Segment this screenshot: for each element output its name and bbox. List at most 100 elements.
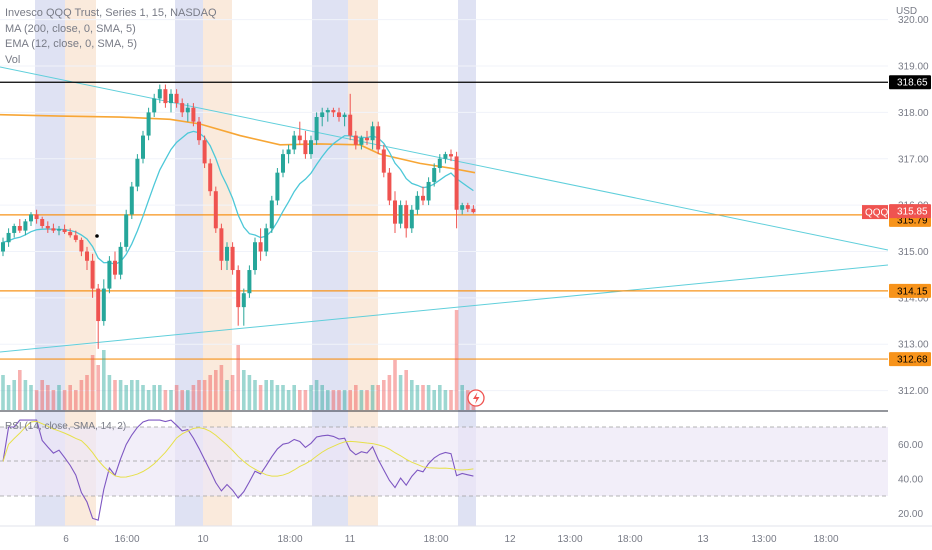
candle <box>34 209 39 224</box>
candle <box>460 202 465 215</box>
candle-body <box>337 112 341 118</box>
currency-label: USD <box>896 6 917 17</box>
candle <box>409 205 414 233</box>
volume-bar <box>74 390 78 410</box>
price-axis: 312.00313.00314.00315.00316.00317.00318.… <box>862 0 932 526</box>
y-tick-label: 319.00 <box>898 62 929 73</box>
candle <box>124 209 129 252</box>
volume-bar <box>348 390 352 410</box>
candle-body <box>314 117 319 141</box>
candle <box>381 144 386 178</box>
candle-body <box>415 195 420 210</box>
candle-body <box>169 93 173 104</box>
candle <box>437 154 442 173</box>
volume-bar <box>393 360 397 410</box>
candle <box>303 130 308 159</box>
candle <box>393 191 397 233</box>
volume-bar <box>158 385 162 410</box>
candle <box>1 237 5 257</box>
price-label-bg <box>889 283 931 298</box>
volume-bar <box>186 390 190 410</box>
volume-bar <box>415 385 420 410</box>
volume-bar <box>320 385 324 410</box>
x-tick-label: 18:00 <box>277 534 302 545</box>
volume-bar <box>141 385 145 410</box>
x-tick-label: 18:00 <box>813 534 838 545</box>
candle <box>85 246 89 271</box>
volume-bar <box>57 385 61 410</box>
volume-bar <box>68 385 72 410</box>
legend-ma: MA (200, close, 0, SMA, 5) <box>5 22 136 35</box>
candle <box>376 121 381 155</box>
volume-bar <box>426 385 431 410</box>
volume-bar <box>85 375 89 410</box>
x-tick-label: 11 <box>345 534 356 545</box>
volume-bar <box>146 390 151 410</box>
y-tick-label: 318.00 <box>898 108 929 119</box>
price-label: 314.15 <box>897 286 928 297</box>
y-tick-label: 313.00 <box>898 340 929 351</box>
candle <box>68 228 73 238</box>
volume-bar <box>342 390 347 410</box>
candle-body <box>247 270 252 294</box>
candle <box>398 200 403 229</box>
candle-body <box>376 126 381 150</box>
candle-body <box>342 114 347 118</box>
lightning-icon[interactable] <box>467 389 485 407</box>
x-tick-label: 13:00 <box>751 534 776 545</box>
volume-bar <box>410 380 414 410</box>
candle <box>415 191 420 215</box>
volume-bar <box>365 390 369 410</box>
volume-bar <box>242 370 246 410</box>
candle-body <box>141 135 145 159</box>
ema-12-line <box>2 130 474 266</box>
candle-body <box>387 172 392 201</box>
candle <box>471 205 476 214</box>
candle <box>331 107 336 118</box>
price-label: 315.79 <box>897 215 928 226</box>
candle <box>465 202 470 213</box>
rsi-ma-line <box>2 420 474 478</box>
volume-bar <box>219 365 224 410</box>
last-price-label: 315.85 <box>897 207 928 218</box>
candle-body <box>45 225 50 229</box>
candle-body <box>68 232 73 236</box>
volume-bar <box>79 380 84 410</box>
candle-body <box>101 288 106 322</box>
candle <box>73 230 78 243</box>
volume-bar <box>51 390 56 410</box>
candle <box>23 219 28 236</box>
volume-bar <box>124 385 128 410</box>
volume-bar <box>404 370 408 410</box>
grid-lines <box>0 19 888 392</box>
volume-bar <box>286 390 291 410</box>
candle-body <box>437 158 442 169</box>
volume-bar <box>12 380 16 410</box>
candle <box>348 93 353 141</box>
volume-bar <box>174 385 179 410</box>
legend-title: Invesco QQQ Trust, Series 1, 15, NASDAQ <box>5 7 217 19</box>
candle-body <box>57 229 61 231</box>
candle <box>275 168 280 206</box>
volume-bar <box>225 380 229 410</box>
rsi-tick-label: 40.00 <box>898 474 923 485</box>
candle <box>286 144 291 164</box>
candle-body <box>23 221 28 231</box>
candle <box>40 216 45 229</box>
candle-body <box>309 140 313 155</box>
y-tick-label: 315.00 <box>898 247 929 258</box>
candle <box>146 107 151 141</box>
candle-body <box>113 260 117 275</box>
y-tick-label: 317.00 <box>898 154 929 165</box>
volume-bars <box>1 310 476 410</box>
candle <box>157 84 162 104</box>
candle <box>180 98 185 118</box>
candle <box>281 149 285 178</box>
candle <box>258 228 263 261</box>
candle <box>230 242 235 275</box>
candle <box>309 135 313 159</box>
candle <box>208 158 213 196</box>
volume-bar <box>331 390 336 410</box>
price-label-bg <box>889 352 931 367</box>
